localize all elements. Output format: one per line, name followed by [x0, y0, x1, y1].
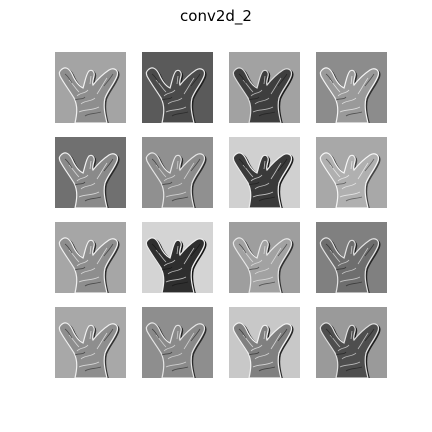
hand-texture	[242, 75, 282, 113]
hand-silhouette	[319, 152, 380, 208]
hand-silhouette	[58, 237, 119, 293]
feature-map-image	[229, 137, 300, 208]
feature-map-10	[142, 222, 213, 293]
hand-texture	[242, 330, 282, 368]
feature-map-3	[229, 52, 300, 123]
hand-texture-dark	[325, 73, 375, 117]
feature-map-image	[55, 52, 126, 123]
hand-silhouette	[232, 67, 293, 123]
hand-texture	[242, 245, 282, 283]
hand-texture-dark	[64, 158, 114, 202]
feature-map-16	[316, 307, 387, 378]
hand-texture	[155, 160, 195, 198]
feature-map-image	[55, 307, 126, 378]
hand-texture-dark	[151, 243, 201, 287]
hand-silhouette	[232, 322, 293, 378]
hand-texture	[155, 245, 195, 283]
hand-silhouette	[58, 322, 119, 378]
feature-map-image	[229, 52, 300, 123]
hand-texture	[242, 160, 282, 198]
feature-map-14	[142, 307, 213, 378]
feature-map-12	[316, 222, 387, 293]
feature-map-image	[229, 307, 300, 378]
hand-texture	[68, 330, 108, 368]
hand-texture	[155, 75, 195, 113]
hand-texture-dark	[238, 243, 288, 287]
feature-map-image	[142, 52, 213, 123]
hand-texture-dark	[325, 243, 375, 287]
hand-texture	[68, 245, 108, 283]
feature-map-4	[316, 52, 387, 123]
hand-silhouette	[58, 67, 119, 123]
hand-silhouette	[145, 152, 206, 208]
hand-texture-dark	[238, 73, 288, 117]
feature-map-image	[316, 52, 387, 123]
hand-texture	[68, 160, 108, 198]
hand-silhouette	[319, 237, 380, 293]
feature-map-image	[229, 222, 300, 293]
feature-map-2	[142, 52, 213, 123]
hand-texture	[155, 330, 195, 368]
feature-map-9	[55, 222, 126, 293]
hand-texture-dark	[151, 328, 201, 372]
hand-texture-dark	[64, 328, 114, 372]
hand-texture	[68, 75, 108, 113]
figure-title: conv2d_2	[180, 7, 252, 25]
hand-texture	[329, 160, 369, 198]
hand-texture-dark	[64, 243, 114, 287]
feature-map-grid	[55, 52, 387, 378]
hand-texture-dark	[325, 158, 375, 202]
feature-map-image	[142, 222, 213, 293]
hand-texture-dark	[64, 73, 114, 117]
hand-texture	[329, 75, 369, 113]
hand-texture-dark	[238, 328, 288, 372]
hand-silhouette	[319, 322, 380, 378]
hand-texture-dark	[151, 158, 201, 202]
hand-texture-dark	[151, 73, 201, 117]
feature-map-11	[229, 222, 300, 293]
hand-texture	[329, 330, 369, 368]
feature-map-15	[229, 307, 300, 378]
feature-map-5	[55, 137, 126, 208]
feature-map-image	[316, 307, 387, 378]
feature-map-13	[55, 307, 126, 378]
hand-silhouette	[145, 67, 206, 123]
feature-map-image	[316, 222, 387, 293]
hand-silhouette	[145, 237, 206, 293]
feature-map-image	[55, 222, 126, 293]
feature-map-7	[229, 137, 300, 208]
feature-map-1	[55, 52, 126, 123]
hand-silhouette	[232, 237, 293, 293]
hand-texture-dark	[325, 328, 375, 372]
feature-map-image	[316, 137, 387, 208]
feature-map-image	[142, 307, 213, 378]
feature-map-image	[55, 137, 126, 208]
hand-silhouette	[145, 322, 206, 378]
hand-silhouette	[319, 67, 380, 123]
hand-texture	[329, 245, 369, 283]
hand-silhouette	[58, 152, 119, 208]
feature-map-image	[142, 137, 213, 208]
feature-map-6	[142, 137, 213, 208]
hand-silhouette	[232, 152, 293, 208]
feature-map-8	[316, 137, 387, 208]
hand-texture-dark	[238, 158, 288, 202]
